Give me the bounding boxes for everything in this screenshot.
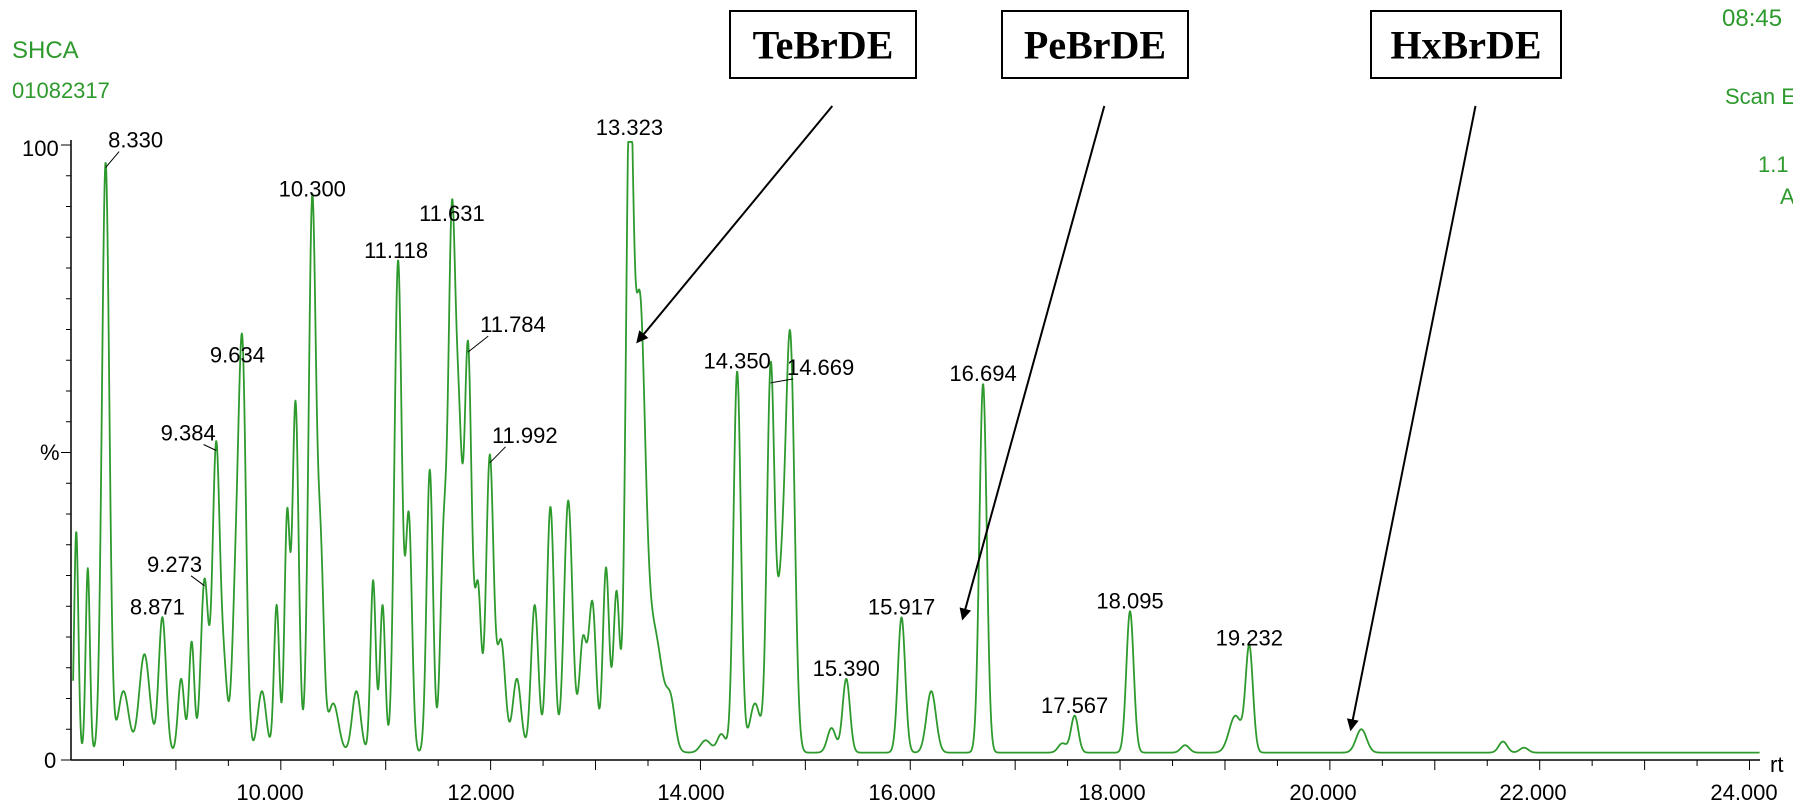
chromatogram-trace [72,141,1761,754]
sample-title: SHCA [12,37,79,64]
peak-label: 15.917 [868,595,935,620]
x-tick-marks [122,760,1751,770]
annotation-box [1370,10,1562,79]
peak-label: 9.273 [147,552,202,577]
scan-fragment: Scan E [1725,84,1793,109]
annotation-label: TeBrDE [753,23,894,68]
x-tick-label: 22.000 [1499,780,1566,805]
peak-leader-line [105,151,120,168]
x-tick-label: 16.000 [868,780,935,805]
peak-label: 9.634 [210,343,265,368]
compound-annotations: TeBrDE PeBrDE HxBrDE [636,10,1562,732]
peak-label: 10.300 [279,177,346,202]
peak-label: 17.567 [1041,693,1108,718]
annotation-arrow [636,105,834,344]
x-tick-label: 20.000 [1289,780,1356,805]
x-tick-label: 24.000 [1710,780,1777,805]
peak-label: 11.118 [364,238,428,263]
peak-labels: 8.330 8.871 9.273 9.384 9.634 10.300 11.118 11.… [105,115,1283,718]
annotation-arrow [1346,105,1477,732]
y-tick-100: 100 [22,136,59,161]
time-fragment: 08:45 [1722,5,1782,32]
peak-label: 15.390 [813,656,880,681]
extra-fragment: A [1780,184,1793,209]
annotation-box [1001,10,1189,79]
x-tick-label: 12.000 [447,780,514,805]
y-minor-ticks [61,144,71,761]
annotation-pebrde: PeBrDE [959,10,1189,621]
x-tick-label: 10.000 [236,780,303,805]
peak-label: 18.095 [1096,589,1163,614]
annotation-label: HxBrDE [1390,23,1541,68]
sample-id: 01082317 [12,78,110,103]
x-tick-label: 18.000 [1078,780,1145,805]
y-tick-0: 0 [44,748,56,773]
peak-leader-line [203,444,217,451]
peak-leader-line [770,378,794,384]
x-tick-label: 14.000 [657,780,724,805]
peak-label: 13.323 [596,115,663,140]
peak-label: 14.350 [704,349,771,374]
peak-label: 8.871 [130,595,185,620]
peak-leader-line [489,446,506,464]
peak-label: 11.631 [419,201,485,226]
x-axis-label: rt [1770,752,1783,777]
y-axis-label: % [40,440,60,465]
annotation-arrow [959,105,1106,621]
peak-label: 11.992 [492,423,558,448]
peak-label: 14.669 [787,355,854,380]
annotation-tebrde: TeBrDE [636,10,917,344]
annotation-label: PeBrDE [1024,23,1166,68]
peak-label: 19.232 [1216,625,1283,650]
annotation-box [729,10,917,79]
peak-label: 9.384 [161,421,216,446]
peak-label: 11.784 [480,312,546,337]
annotation-hxbrde: HxBrDE [1346,10,1562,732]
peak-label: 8.330 [108,128,163,153]
peak-leader-line [467,335,489,353]
value-fragment: 1.1 [1758,152,1789,177]
peak-label: 16.694 [949,361,1016,386]
peak-leader-line [190,575,205,587]
